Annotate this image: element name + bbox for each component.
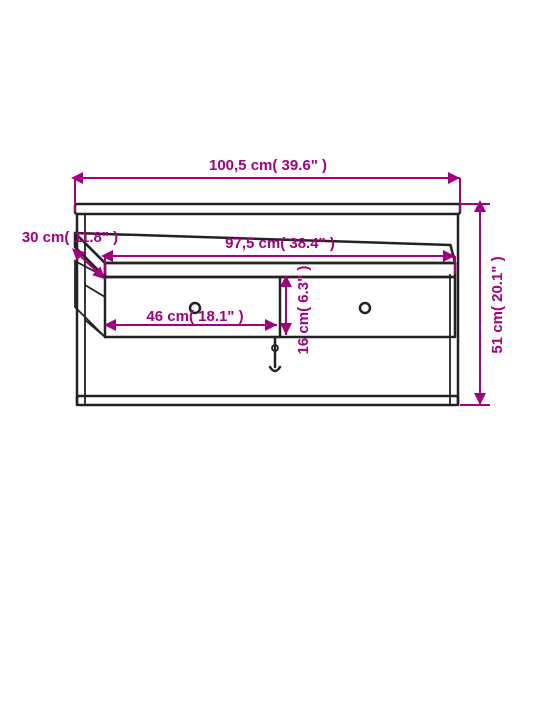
dimension-label: 16 cm( 6.3" ) (295, 266, 312, 355)
dimension-diagram: 100,5 cm( 39.6" ) 97,5 cm( 38.4" ) 30 cm( … (0, 0, 540, 720)
dimension-label: 97,5 cm( 38.4" ) (225, 235, 335, 252)
dimension-label: 30 cm( 11.8" ) (22, 229, 118, 246)
dimension-label: 51 cm( 20.1" ) (489, 256, 506, 353)
dimension-label: 46 cm( 18.1" ) (146, 308, 243, 325)
dimension-label: 100,5 cm( 39.6" ) (209, 157, 327, 174)
dimension-annotations: 100,5 cm( 39.6" ) 97,5 cm( 38.4" ) 30 cm( … (22, 157, 506, 405)
